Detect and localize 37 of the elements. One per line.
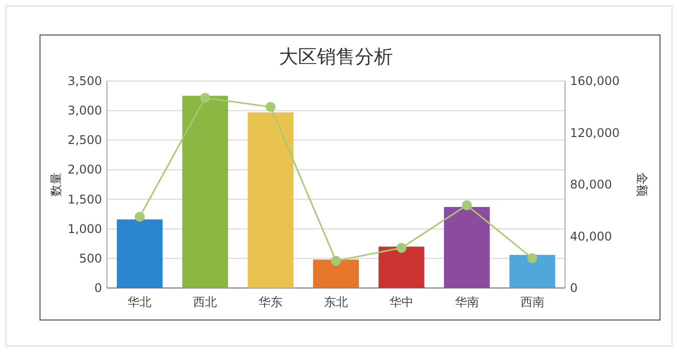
point [462, 200, 472, 210]
x-tick-label: 西北 [193, 295, 218, 309]
point [331, 256, 341, 266]
y2-tick-label: 40,000 [570, 229, 612, 244]
chart-title: 大区销售分析 [279, 46, 393, 68]
bar [444, 206, 490, 288]
x-tick-label: 东北 [324, 295, 348, 309]
y-tick-label: 2,500 [68, 133, 102, 148]
y-tick-label: 1,500 [68, 192, 102, 206]
bar [182, 96, 228, 288]
point [527, 253, 538, 264]
y2-tick-label: 80,000 [570, 178, 612, 192]
y-tick-label: 2,000 [68, 162, 102, 177]
y-tick-label: 1,000 [68, 222, 102, 236]
bar [509, 254, 556, 288]
x-tick-label: 华北 [128, 295, 152, 309]
y-tick-label: 3,500 [68, 74, 102, 88]
y-tick-label: 3,000 [68, 104, 102, 118]
point [134, 212, 145, 222]
bar [248, 112, 294, 288]
x-tick-label: 华南 [454, 295, 479, 309]
x-tick-label: 西南 [520, 295, 544, 309]
y2-tick-label: 160,000 [570, 74, 620, 88]
bar [378, 246, 424, 288]
x-tick-label: 华东 [258, 295, 283, 309]
y2-axis-title: 金额 [635, 172, 649, 196]
y-tick-label: 500 [79, 251, 102, 266]
y-tick-label: 0 [94, 281, 102, 295]
x-tick-label: 华中 [389, 295, 414, 309]
point [200, 92, 210, 103]
y-axis-title: 数量 [49, 172, 63, 196]
bar [313, 260, 359, 288]
point [266, 102, 276, 112]
y2-tick-label: 120,000 [570, 126, 620, 140]
y2-tick-label: 0 [570, 281, 578, 295]
bar [116, 219, 163, 288]
point [396, 242, 406, 253]
